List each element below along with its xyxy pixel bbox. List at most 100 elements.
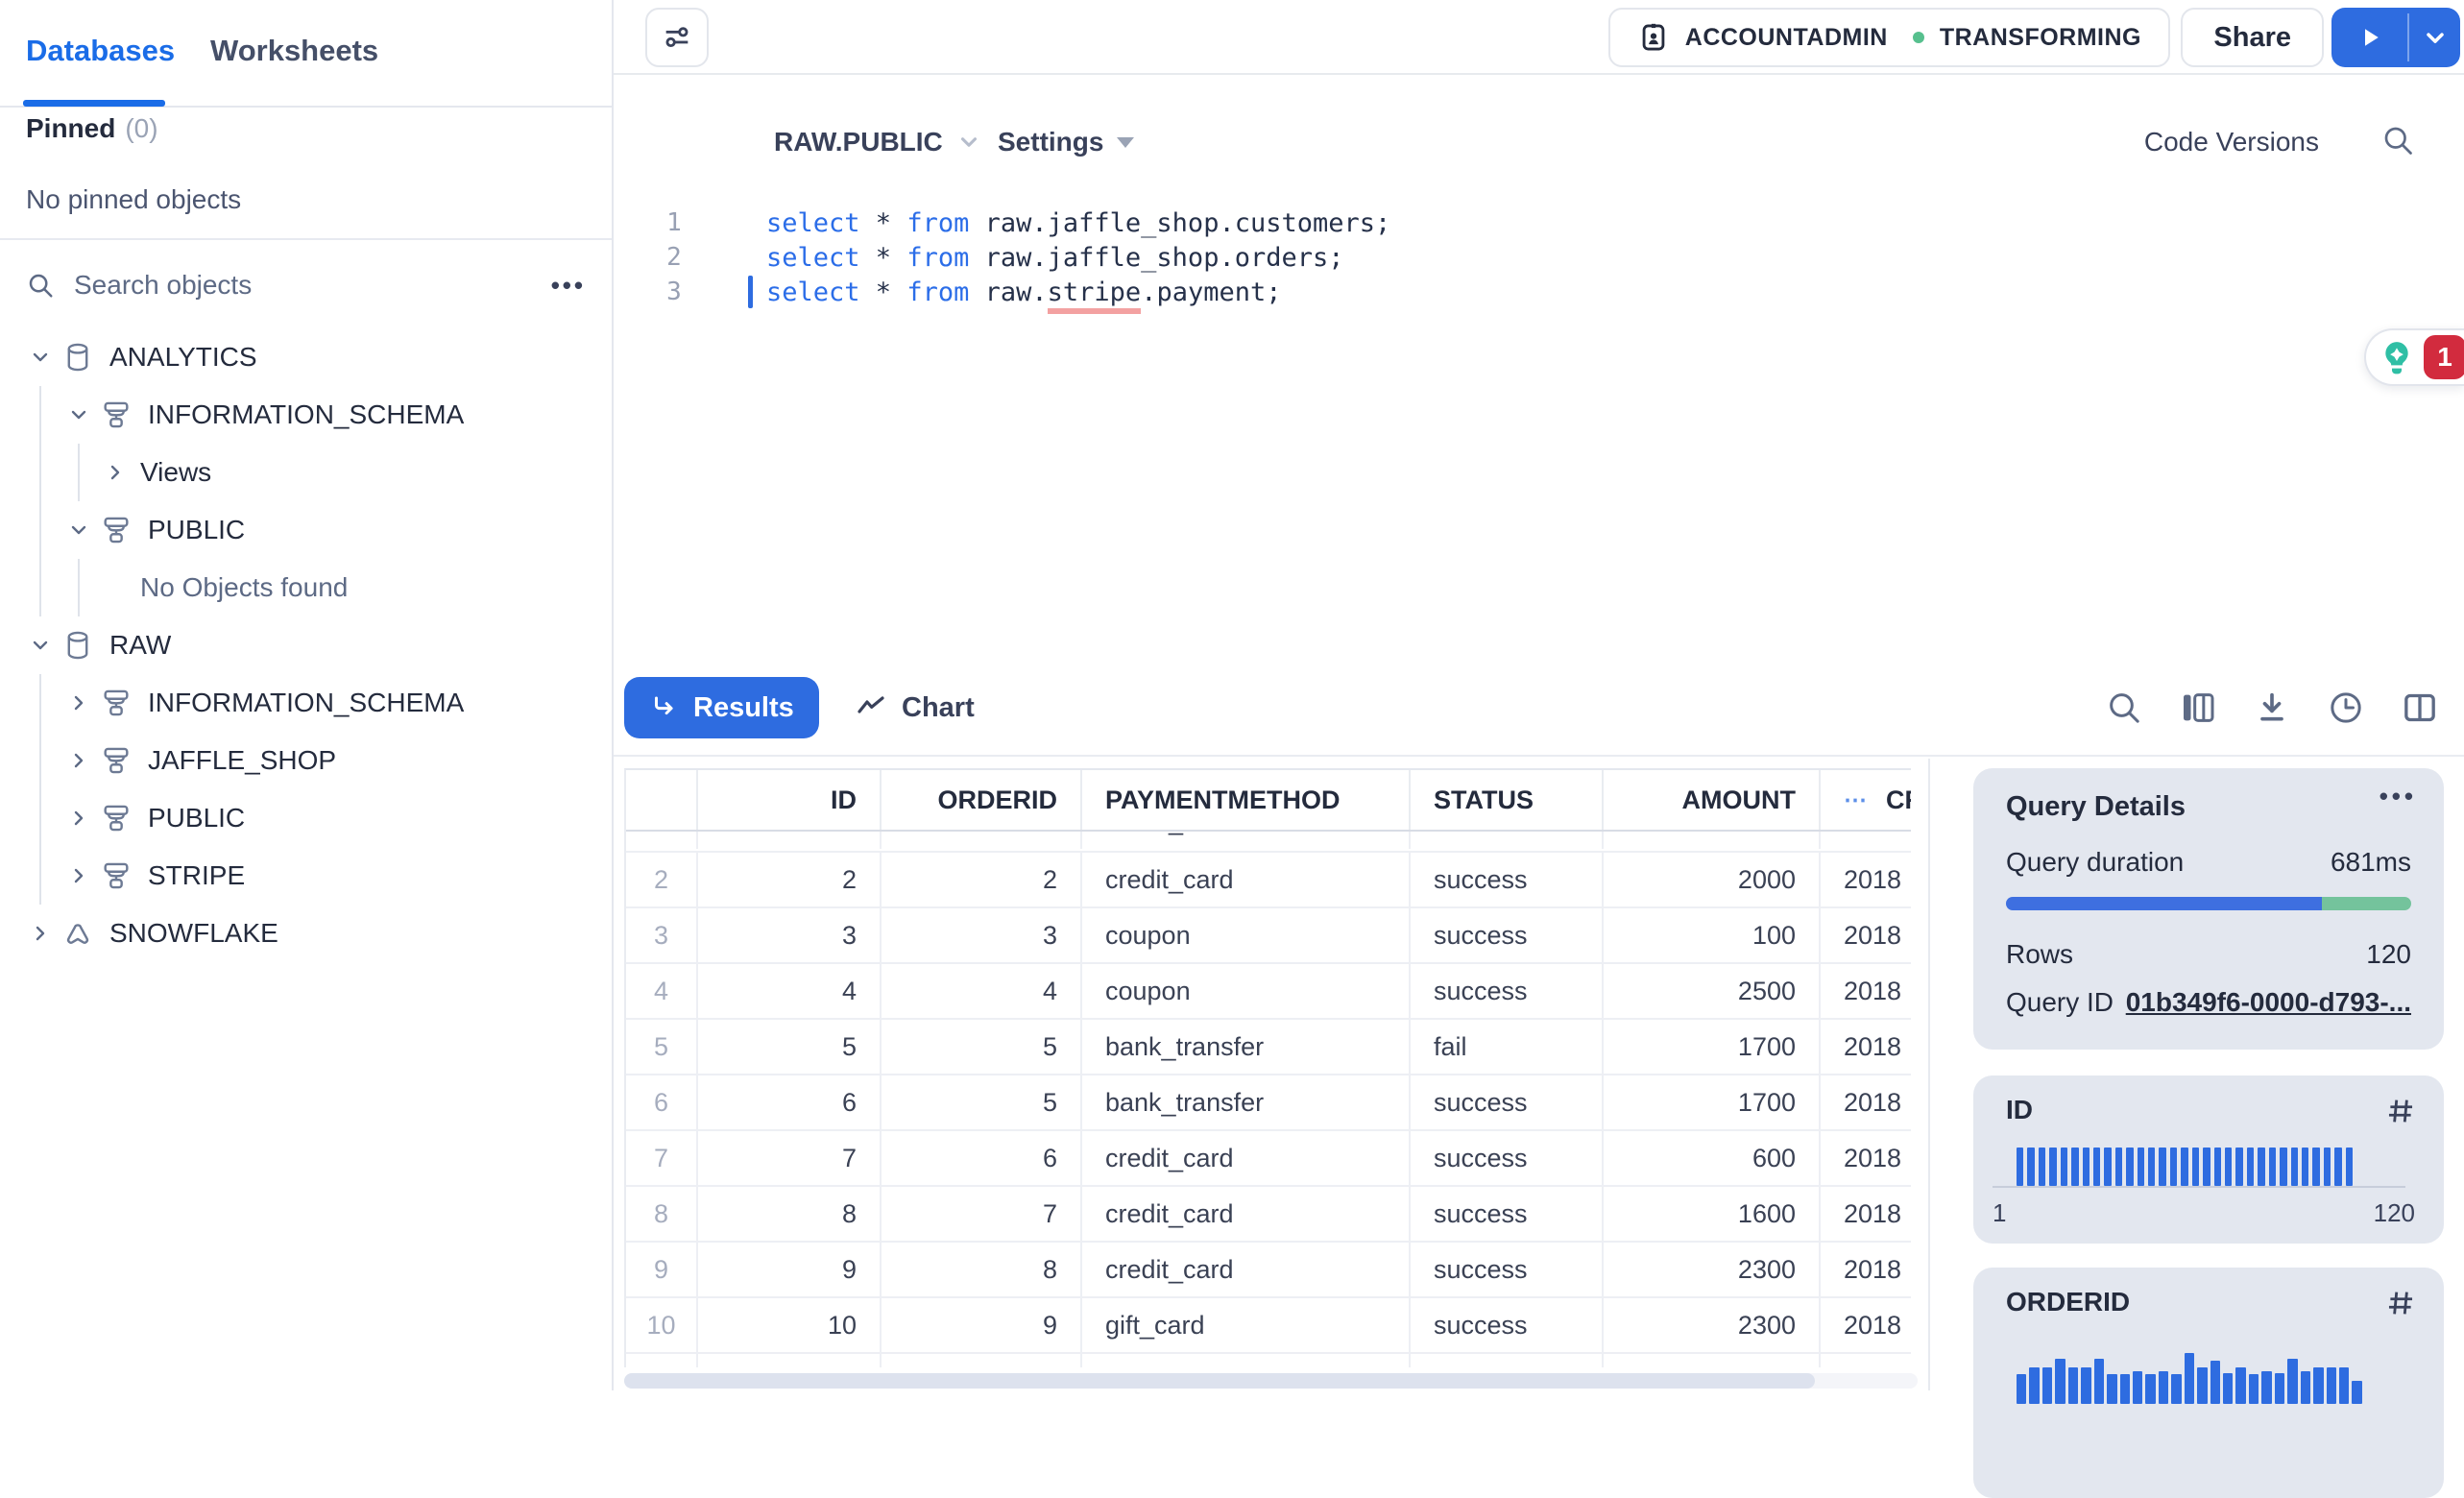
copilot-suggestion-pill[interactable]: 1 xyxy=(2364,328,2464,386)
column-header-orderid[interactable]: ORDERID xyxy=(882,770,1082,830)
code-area[interactable]: 1 select * from raw.jaffle_shop.customers… xyxy=(614,205,2464,314)
column-header-id[interactable]: ID xyxy=(698,770,882,830)
table-row-2[interactable]: 2 2 2 credit_card success 2000 2018 xyxy=(626,853,1911,908)
cell-paymentmethod xyxy=(1082,1354,1411,1367)
chevron-right-icon[interactable] xyxy=(67,749,90,772)
cell-created xyxy=(1821,1354,1911,1367)
cell-paymentmethod: credit_card xyxy=(1082,1243,1411,1296)
code-line-3[interactable]: 3 select * from raw.stripe.payment; xyxy=(614,275,2464,314)
search-results-icon[interactable] xyxy=(2105,689,2143,727)
tree-item-information-schema[interactable]: INFORMATION_SCHEMA xyxy=(0,674,612,732)
column-header-created[interactable]: ⋯CREATED xyxy=(1821,770,1911,830)
chevron-down-icon[interactable] xyxy=(29,346,52,369)
cell-status xyxy=(1411,1354,1604,1367)
cell-created: 2018 xyxy=(1821,853,1911,906)
cell-paymentmethod: bank_transfer xyxy=(1082,1020,1411,1074)
histogram-bar xyxy=(2093,1359,2105,1404)
results-actions xyxy=(2105,677,2439,738)
cell-orderid: 9 xyxy=(882,1298,1082,1352)
tree-item-snowflake[interactable]: SNOWFLAKE xyxy=(0,905,612,962)
chevron-right-icon[interactable] xyxy=(67,691,90,714)
code-line-2[interactable]: 2 select * from raw.jaffle_shop.orders; xyxy=(614,240,2464,275)
run-split-divider xyxy=(2407,13,2409,61)
sql-editor[interactable]: RAW.PUBLIC Settings Code Versions 1 selec… xyxy=(614,77,2464,663)
tab-worksheets[interactable]: Worksheets xyxy=(210,34,379,67)
tree-item-label: Views xyxy=(140,457,212,487)
cell-orderid: 3 xyxy=(882,908,1082,962)
histogram-bar xyxy=(2055,1359,2065,1404)
column-stats-card-id[interactable]: ID 1 120 xyxy=(1973,1075,2444,1244)
histogram-bar xyxy=(2071,1148,2079,1186)
tree-item-stripe[interactable]: STRIPE xyxy=(0,847,612,905)
column-header-n[interactable] xyxy=(626,770,698,830)
column-header-amount[interactable]: AMOUNT xyxy=(1604,770,1821,830)
run-button[interactable] xyxy=(2331,8,2407,67)
table-row-1[interactable]: 111credit_cardsuccess10002018 xyxy=(626,832,1911,849)
query-id-link[interactable]: 01b349f6-0000-d793-... xyxy=(2125,987,2411,1017)
tree-item-public[interactable]: PUBLIC xyxy=(0,789,612,847)
columns-icon[interactable] xyxy=(2179,689,2217,727)
table-row-partial[interactable] xyxy=(626,1354,1911,1367)
cell-n: 4 xyxy=(626,964,698,1018)
code-versions-button[interactable]: Code Versions xyxy=(2143,127,2319,157)
download-icon[interactable] xyxy=(2253,689,2291,727)
tab-databases[interactable]: Databases xyxy=(26,34,176,67)
table-row-4[interactable]: 4 4 4 coupon success 2500 2018 xyxy=(626,964,1911,1020)
context-selector[interactable]: ACCOUNTADMIN TRANSFORMING xyxy=(1607,8,2170,67)
tree-item-analytics[interactable]: ANALYTICS xyxy=(0,328,612,386)
search-objects-placeholder: Search objects xyxy=(74,270,253,300)
tree-item-public[interactable]: PUBLIC xyxy=(0,501,612,559)
history-clock-icon[interactable] xyxy=(2327,689,2365,727)
cell-amount: 1700 xyxy=(1604,1075,1821,1129)
search-objects-row[interactable]: Search objects ••• xyxy=(26,259,586,311)
tree-item-label: ANALYTICS xyxy=(109,342,257,372)
column-header-status[interactable]: STATUS xyxy=(1411,770,1604,830)
table-row-8[interactable]: 8 8 7 credit_card success 1600 2018 xyxy=(626,1187,1911,1243)
chevron-down-icon[interactable] xyxy=(67,403,90,426)
run-options-button[interactable] xyxy=(2409,8,2460,67)
column-menu-dots[interactable]: ⋯ xyxy=(1844,786,1869,813)
share-button[interactable]: Share xyxy=(2181,8,2324,67)
histogram-bar xyxy=(2268,1148,2277,1186)
tree-item-raw[interactable]: RAW xyxy=(0,616,612,674)
cell-n xyxy=(626,1354,698,1367)
table-row-6[interactable]: 6 6 5 bank_transfer success 1700 2018 xyxy=(626,1075,1911,1131)
sidebar-more-menu[interactable]: ••• xyxy=(550,270,586,300)
filters-button[interactable] xyxy=(645,8,709,67)
chevron-right-icon[interactable] xyxy=(67,864,90,887)
cell-n: 2 xyxy=(626,853,698,906)
editor-settings-dropdown[interactable]: Settings xyxy=(998,117,1135,167)
tab-chart[interactable]: Chart xyxy=(856,677,975,738)
scrollbar-thumb[interactable] xyxy=(624,1373,1815,1389)
line-number: 1 xyxy=(666,208,682,237)
chevron-right-icon[interactable] xyxy=(104,461,127,484)
tree-item-information-schema[interactable]: INFORMATION_SCHEMA xyxy=(0,386,612,444)
editor-search-button[interactable] xyxy=(2380,123,2415,157)
table-row-3[interactable]: 3 3 3 coupon success 100 2018 xyxy=(626,908,1911,964)
table-row-9[interactable]: 9 9 8 credit_card success 2300 2018 xyxy=(626,1243,1911,1298)
text-cursor xyxy=(748,276,753,308)
histogram-bar xyxy=(2171,1374,2182,1404)
tree-item-views[interactable]: Views xyxy=(0,444,612,501)
sliders-icon xyxy=(661,21,693,54)
editor-context-dropdown[interactable]: RAW.PUBLIC xyxy=(774,117,981,167)
table-row-10[interactable]: 10 10 9 gift_card success 2300 2018 xyxy=(626,1298,1911,1354)
column-header-paymentmethod[interactable]: PAYMENTMETHOD xyxy=(1082,770,1411,830)
histogram-bar xyxy=(2290,1148,2298,1186)
tree-item-label: INFORMATION_SCHEMA xyxy=(148,688,465,717)
column-stats-card-orderid[interactable]: ORDERID xyxy=(1973,1268,2444,1498)
chevron-right-icon[interactable] xyxy=(67,807,90,830)
numeric-type-icon xyxy=(2384,1095,2417,1127)
chart-tab-label: Chart xyxy=(902,691,975,723)
table-row-5[interactable]: 5 5 5 bank_transfer fail 1700 2018 xyxy=(626,1020,1911,1075)
table-row-7[interactable]: 7 7 6 credit_card success 600 2018 xyxy=(626,1131,1911,1187)
chevron-down-icon[interactable] xyxy=(67,519,90,542)
query-details-menu[interactable]: ••• xyxy=(2379,782,2417,810)
code-line-1[interactable]: 1 select * from raw.jaffle_shop.customers… xyxy=(614,205,2464,240)
tree-item-jaffle-shop[interactable]: JAFFLE_SHOP xyxy=(0,732,612,789)
tab-results[interactable]: Results xyxy=(624,677,819,738)
chevron-right-icon[interactable] xyxy=(29,922,52,945)
cell-n: 8 xyxy=(626,1187,698,1241)
chevron-down-icon[interactable] xyxy=(29,634,52,657)
split-panel-icon[interactable] xyxy=(2401,689,2439,727)
